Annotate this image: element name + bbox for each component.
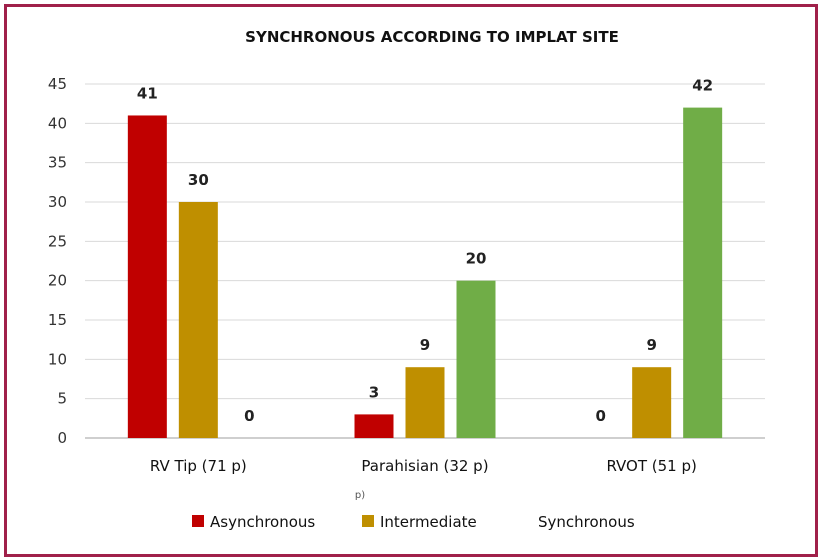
legend-label-intermediate: Intermediate: [380, 513, 477, 531]
bar-intermediate-2: [632, 367, 672, 438]
legend-label-synchronous: Synchronous: [538, 513, 635, 531]
y-tick-label: 15: [48, 311, 67, 329]
y-tick-label: 30: [48, 193, 67, 211]
legend-swatch-asynchronous: [192, 515, 204, 527]
legend-label-asynchronous: Asynchronous: [210, 513, 315, 531]
legend: Asynchronous Intermediate Synchronous: [192, 513, 635, 531]
chart-title: SYNCHRONOUS ACCORDING TO IMPLAT SITE: [245, 28, 619, 46]
y-tick-label: 20: [48, 272, 67, 290]
bar-intermediate-1: [405, 367, 445, 438]
bars: [127, 107, 723, 438]
x-tick-label: RVOT (51 p): [606, 457, 696, 475]
y-tick-label: 10: [48, 350, 67, 368]
legend-swatch-intermediate: [362, 515, 374, 527]
data-label: 0: [244, 407, 254, 425]
data-label: 0: [595, 407, 605, 425]
data-label: 3: [369, 383, 379, 401]
x-axis: RV Tip (71 p) Parahisian (32 p) RVOT (51 p…: [150, 457, 697, 475]
x-tick-label: RV Tip (71 p): [150, 457, 247, 475]
bar-synchronous-1: [456, 280, 496, 438]
bar-intermediate-0: [178, 202, 218, 438]
data-label: 30: [188, 171, 209, 189]
y-tick-label: 35: [48, 154, 67, 172]
x-tick-label: Parahisian (32 p): [361, 457, 488, 475]
stray-mark: p): [355, 490, 365, 501]
y-tick-label: 5: [57, 390, 67, 408]
bar-asynchronous-1: [354, 414, 394, 438]
data-label: 20: [466, 250, 487, 268]
y-axis: 0 5 10 15 20 25 30 35 40 45: [48, 75, 67, 447]
y-tick-label: 45: [48, 75, 67, 93]
y-tick-label: 0: [57, 429, 67, 447]
data-label: 42: [692, 77, 713, 95]
data-label: 41: [137, 84, 158, 102]
data-labels: 41 30 0 3 9 20 0 9 42: [137, 77, 713, 425]
data-label: 9: [420, 336, 430, 354]
y-tick-label: 40: [48, 114, 67, 132]
data-label: 9: [646, 336, 656, 354]
y-tick-label: 25: [48, 232, 67, 250]
bar-synchronous-2: [683, 107, 723, 438]
bar-asynchronous-0: [127, 115, 167, 438]
